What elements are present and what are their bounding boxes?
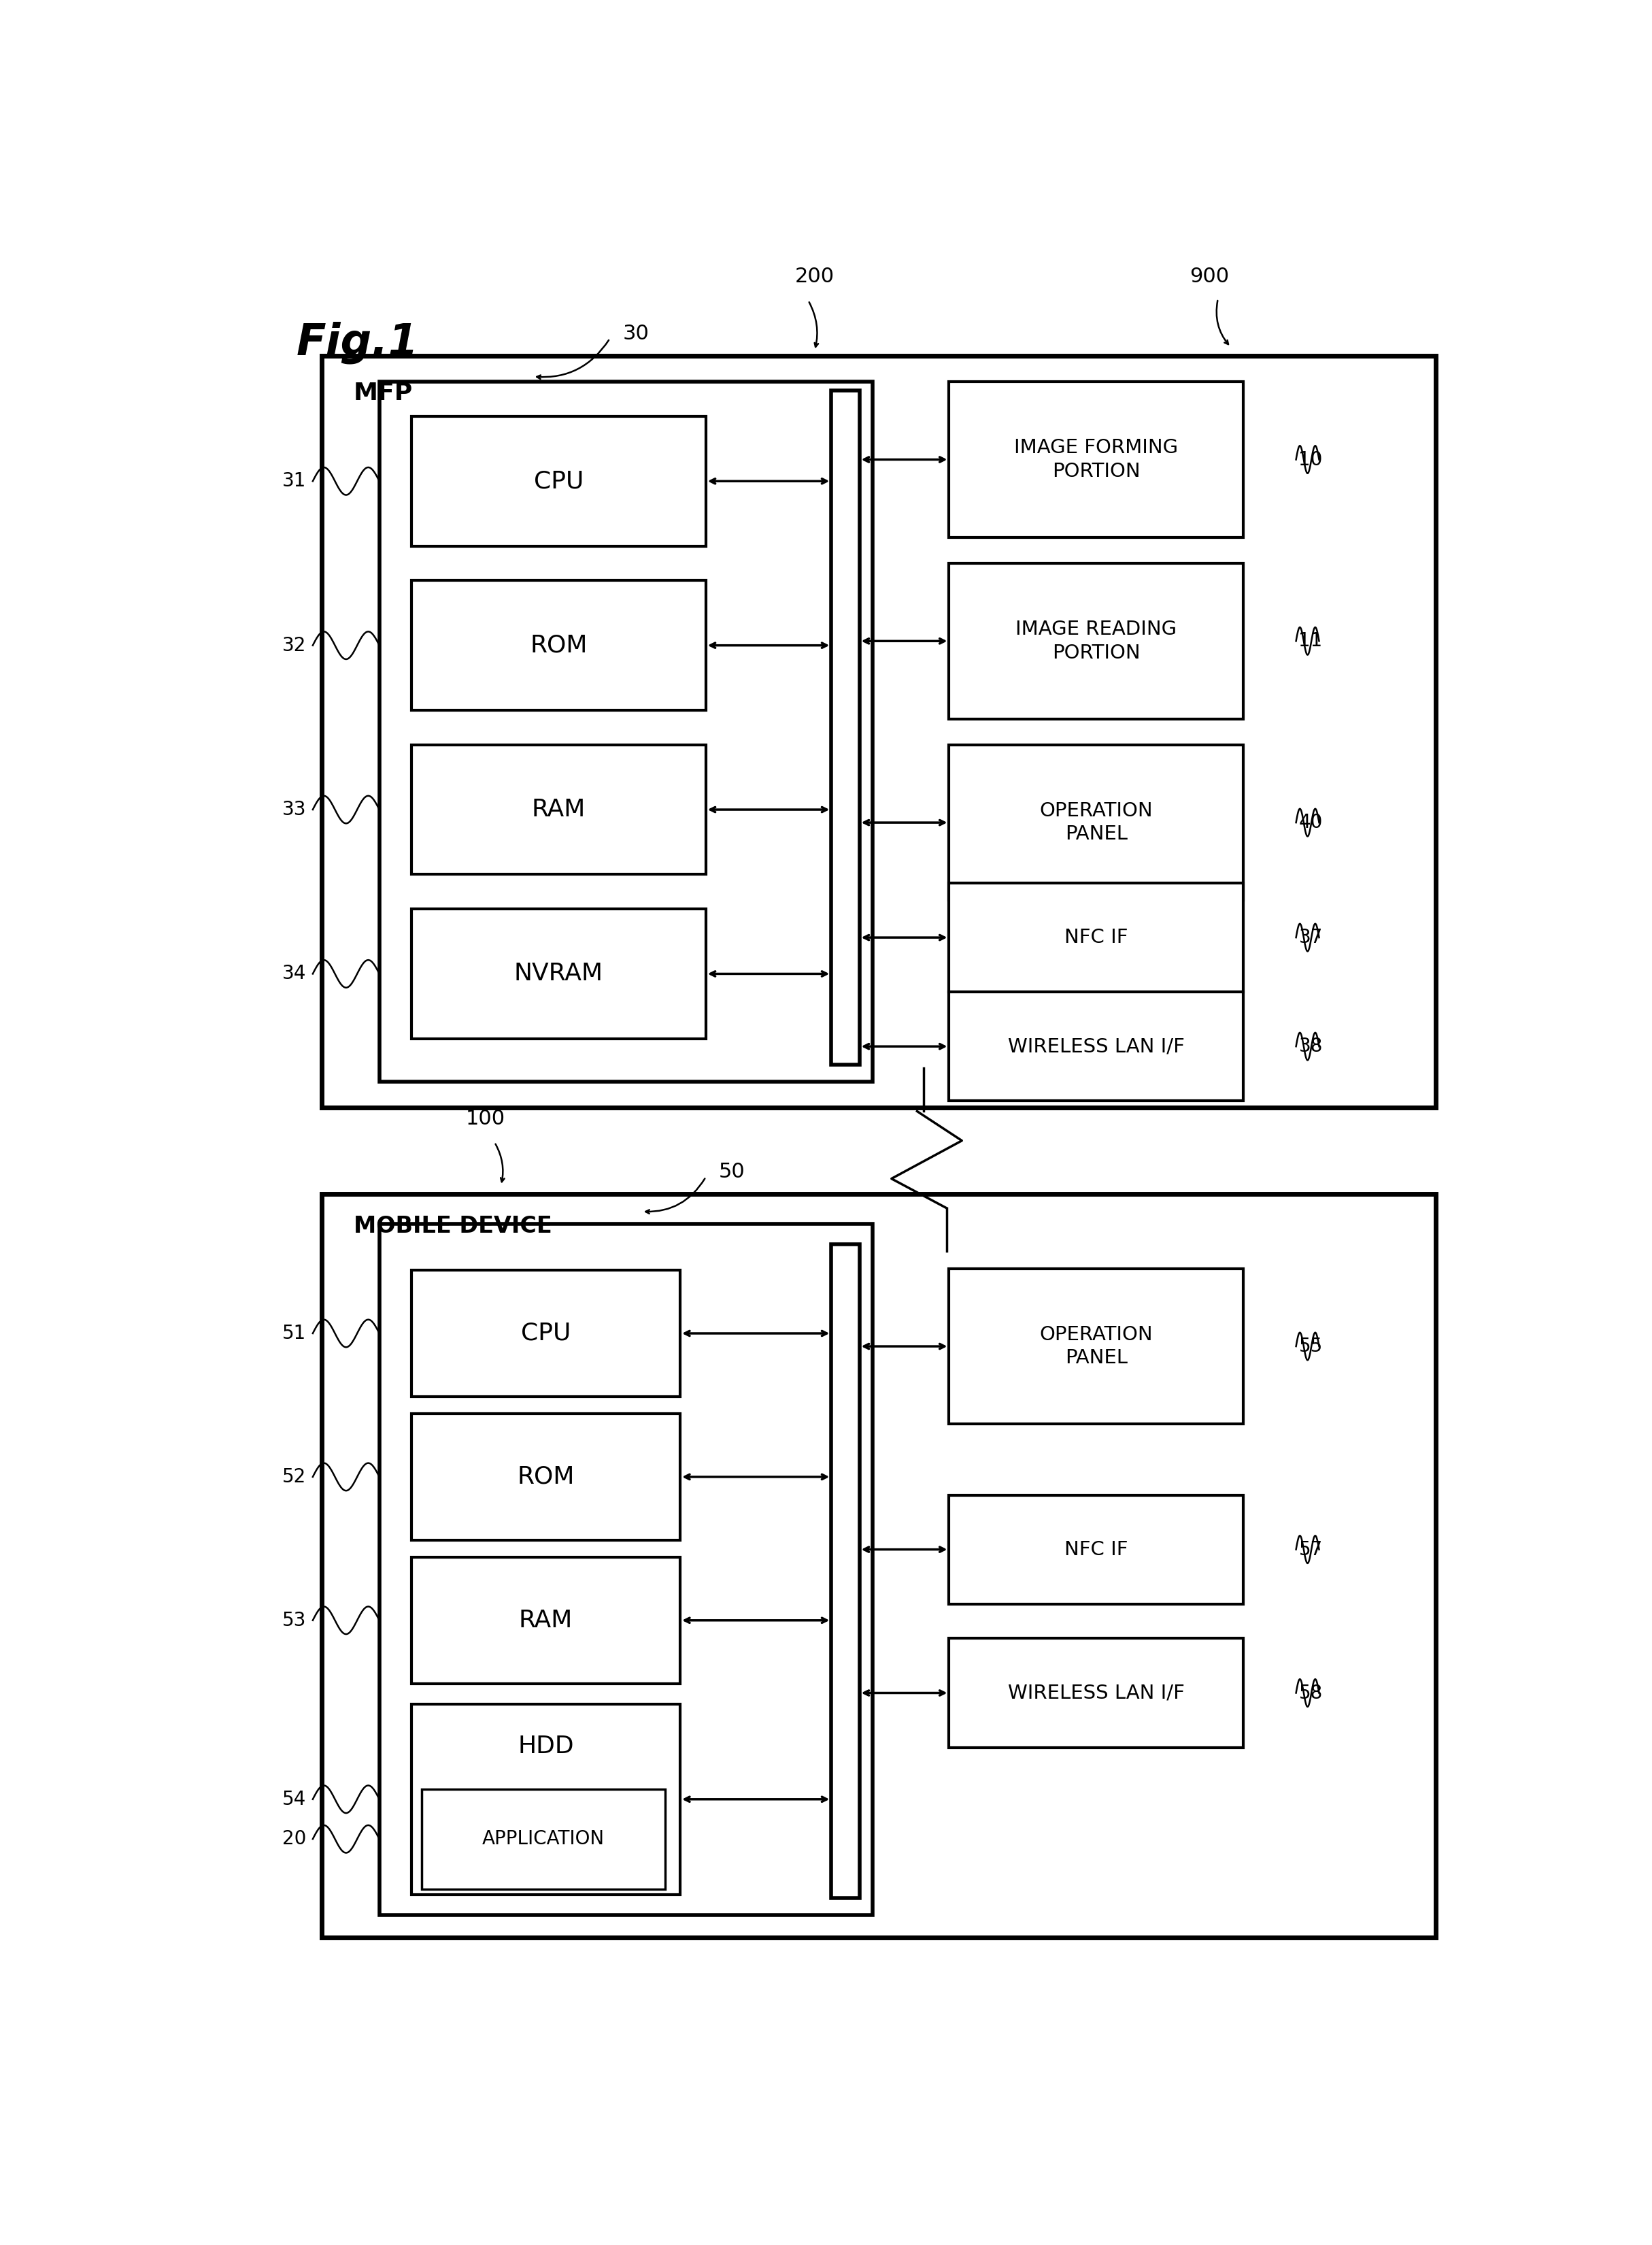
Bar: [948, 1639, 1244, 1747]
Bar: [948, 1495, 1244, 1603]
Bar: [421, 1789, 664, 1888]
Bar: [948, 745, 1244, 900]
Bar: [948, 382, 1244, 537]
Text: OPERATION
PANEL: OPERATION PANEL: [1039, 801, 1153, 844]
Bar: [411, 415, 705, 546]
Text: CPU: CPU: [520, 1322, 570, 1345]
Text: MFP: MFP: [354, 382, 413, 404]
Bar: [948, 563, 1244, 718]
Text: 53: 53: [282, 1612, 306, 1630]
Bar: [948, 882, 1244, 992]
Text: MOBILE DEVICE: MOBILE DEVICE: [354, 1215, 552, 1237]
Text: 54: 54: [282, 1789, 306, 1809]
Bar: [831, 391, 859, 1064]
Text: 34: 34: [282, 965, 306, 983]
Text: 50: 50: [719, 1163, 745, 1181]
Text: 20: 20: [282, 1830, 306, 1848]
Text: APPLICATION: APPLICATION: [482, 1830, 605, 1848]
Bar: [411, 581, 705, 709]
Text: ROM: ROM: [517, 1466, 575, 1488]
Bar: [411, 745, 705, 873]
Bar: [948, 992, 1244, 1100]
Text: 100: 100: [466, 1109, 506, 1129]
Text: 32: 32: [282, 635, 306, 656]
Text: 200: 200: [795, 267, 834, 287]
Text: CPU: CPU: [534, 469, 583, 492]
Bar: [411, 1271, 681, 1396]
Text: 900: 900: [1189, 267, 1229, 287]
Bar: [322, 1194, 1436, 1937]
Text: 30: 30: [623, 323, 649, 343]
Bar: [411, 1704, 681, 1895]
Bar: [322, 357, 1436, 1107]
Bar: [411, 1414, 681, 1540]
Bar: [831, 1244, 859, 1897]
Bar: [948, 1268, 1244, 1423]
Text: 55: 55: [1298, 1336, 1323, 1356]
Text: RAM: RAM: [519, 1610, 573, 1632]
Text: Fig.1: Fig.1: [296, 321, 418, 364]
Text: ROM: ROM: [530, 633, 588, 658]
Text: NVRAM: NVRAM: [514, 963, 603, 986]
Text: NFC IF: NFC IF: [1064, 1540, 1128, 1558]
Text: 37: 37: [1298, 927, 1323, 947]
Bar: [411, 1558, 681, 1684]
Text: 40: 40: [1298, 813, 1323, 833]
Text: RAM: RAM: [532, 797, 585, 822]
Text: 57: 57: [1298, 1540, 1323, 1558]
Text: 38: 38: [1298, 1037, 1323, 1055]
Bar: [380, 1224, 872, 1915]
Text: IMAGE FORMING
PORTION: IMAGE FORMING PORTION: [1014, 438, 1178, 480]
Text: 51: 51: [282, 1325, 306, 1343]
Text: 10: 10: [1298, 449, 1323, 469]
Text: 58: 58: [1298, 1684, 1323, 1702]
Bar: [380, 382, 872, 1082]
Text: NFC IF: NFC IF: [1064, 927, 1128, 947]
Text: WIRELESS LAN I/F: WIRELESS LAN I/F: [1008, 1684, 1184, 1702]
Text: 31: 31: [282, 471, 306, 492]
Text: OPERATION
PANEL: OPERATION PANEL: [1039, 1325, 1153, 1367]
Bar: [411, 909, 705, 1039]
Text: 11: 11: [1298, 631, 1323, 651]
Text: HDD: HDD: [517, 1735, 573, 1758]
Text: WIRELESS LAN I/F: WIRELESS LAN I/F: [1008, 1037, 1184, 1055]
Text: IMAGE READING
PORTION: IMAGE READING PORTION: [1016, 620, 1176, 662]
Text: 33: 33: [282, 799, 306, 819]
Text: 52: 52: [282, 1468, 306, 1486]
